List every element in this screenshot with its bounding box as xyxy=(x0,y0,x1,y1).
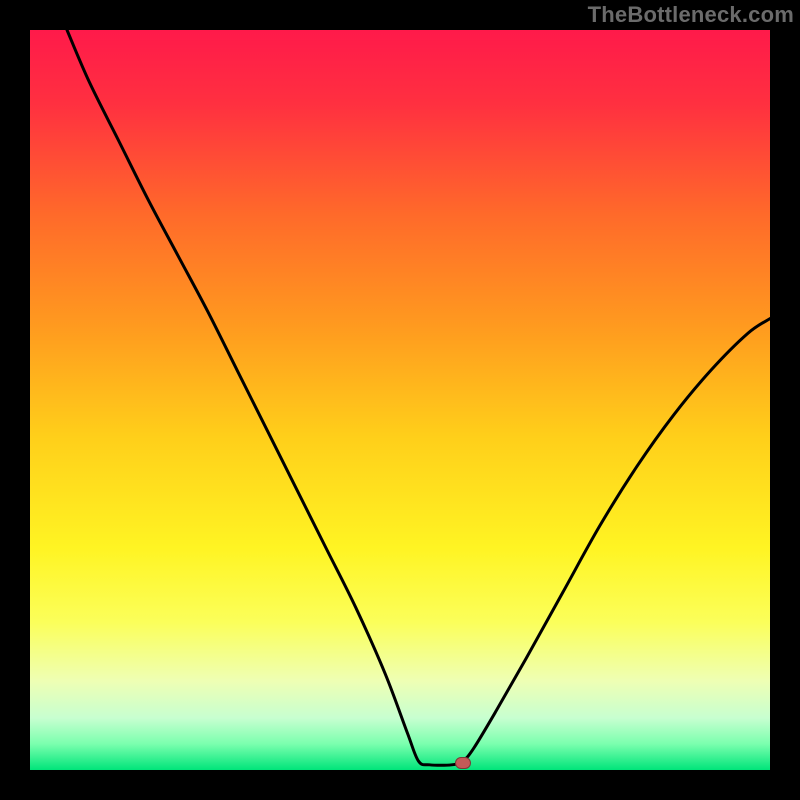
plot-area xyxy=(30,30,770,770)
watermark-text: TheBottleneck.com xyxy=(588,2,794,28)
bottleneck-curve xyxy=(67,30,770,765)
optimum-marker xyxy=(455,757,471,769)
curve-svg xyxy=(30,30,770,770)
chart-container: TheBottleneck.com xyxy=(0,0,800,800)
